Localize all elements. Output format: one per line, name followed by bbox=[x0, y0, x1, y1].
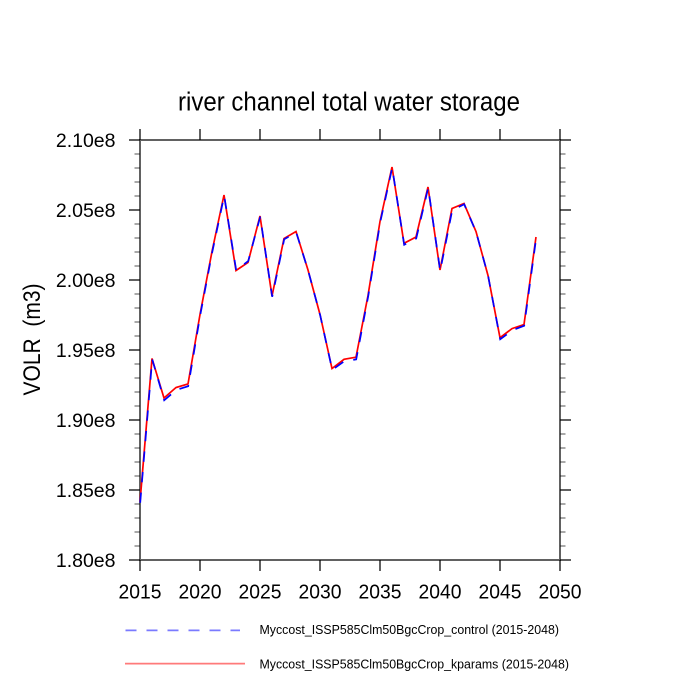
svg-text:river channel total water stor: river channel total water storage bbox=[178, 89, 520, 117]
svg-text:1.80e8: 1.80e8 bbox=[56, 550, 116, 572]
svg-text:Myccost_ISSP585Clm50BgcCrop_co: Myccost_ISSP585Clm50BgcCrop_control (201… bbox=[260, 623, 560, 637]
svg-text:2025: 2025 bbox=[239, 581, 282, 604]
svg-text:2.05e8: 2.05e8 bbox=[56, 200, 116, 222]
svg-text:Myccost_ISSP585Clm50BgcCrop_kp: Myccost_ISSP585Clm50BgcCrop_kparams (201… bbox=[260, 658, 570, 672]
svg-text:2045: 2045 bbox=[479, 581, 522, 604]
svg-text:1.95e8: 1.95e8 bbox=[56, 340, 116, 362]
svg-text:2020: 2020 bbox=[179, 581, 222, 604]
svg-text:2040: 2040 bbox=[419, 581, 462, 604]
svg-text:2015: 2015 bbox=[119, 581, 162, 604]
svg-text:VOLR (m3): VOLR (m3) bbox=[19, 284, 46, 396]
svg-text:2035: 2035 bbox=[359, 581, 402, 604]
svg-text:2030: 2030 bbox=[299, 581, 342, 604]
svg-text:2.00e8: 2.00e8 bbox=[56, 270, 116, 292]
svg-text:2.10e8: 2.10e8 bbox=[56, 130, 116, 152]
svg-text:1.85e8: 1.85e8 bbox=[56, 480, 116, 502]
svg-text:1.90e8: 1.90e8 bbox=[56, 410, 116, 432]
svg-text:2050: 2050 bbox=[539, 581, 582, 604]
